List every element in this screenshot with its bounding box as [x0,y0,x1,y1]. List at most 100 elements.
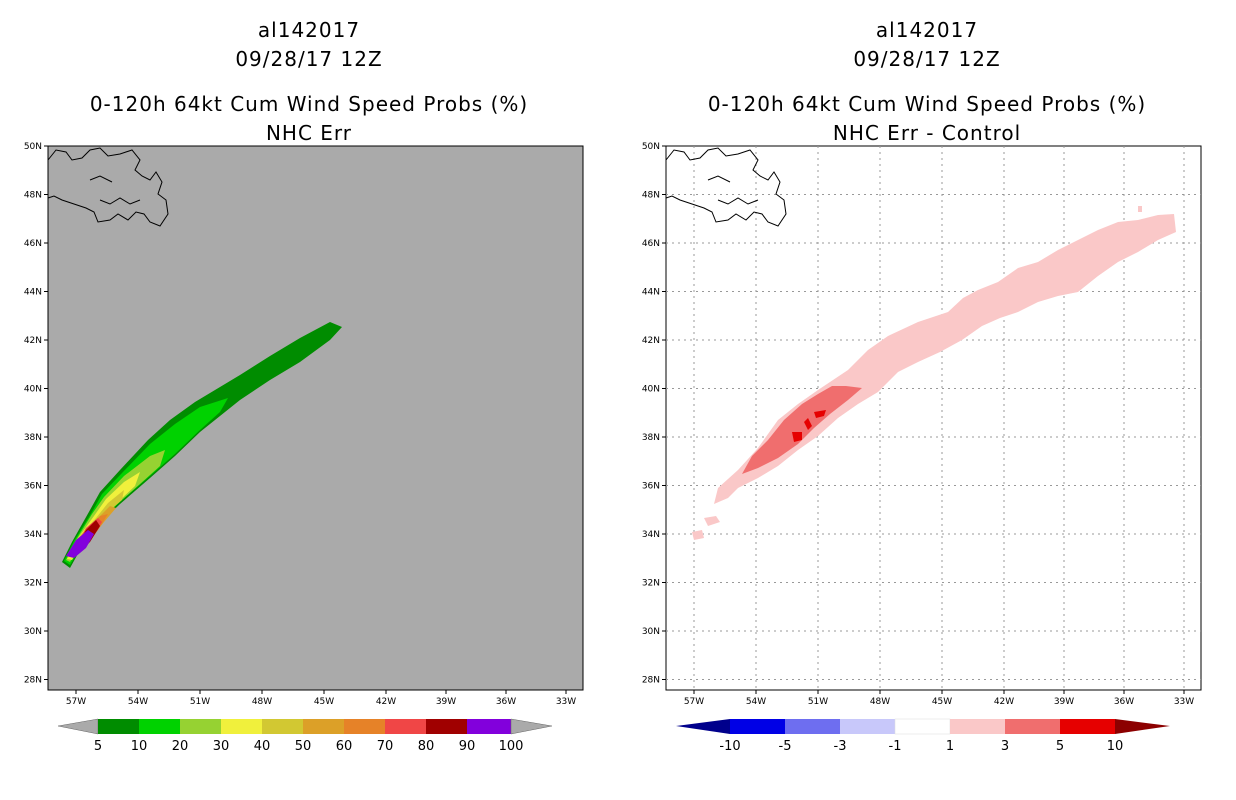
colorbar-box [467,719,511,734]
colorbar-label: 3 [1001,739,1009,754]
swath-90 [66,530,94,558]
right-storm-id: al142017 [875,18,979,42]
right-gridlines [666,146,1201,690]
colorbar-over-triangle [1115,719,1170,734]
colorbar-label: 50 [295,739,312,754]
colorbar-label: 80 [418,739,435,754]
coastline [47,147,169,227]
colorbar-box [385,719,426,734]
lon-label: 45W [314,697,334,707]
colorbar-label: 100 [499,739,524,754]
lon-label: 42W [376,697,396,707]
right-subtitle: NHC Err - Control [832,121,1022,145]
coastline-inner [89,175,141,205]
lat-label: 32N [642,579,660,589]
colorbar-box [303,719,344,734]
lon-label: 54W [128,697,148,707]
colorbar-box [221,719,262,734]
colorbar-box [1005,719,1060,734]
colorbar-label: 10 [131,739,148,754]
colorbar-box [730,719,785,734]
lat-label: 48N [642,191,660,201]
lat-label: 46N [24,239,42,249]
colorbar-label: 30 [213,739,230,754]
lon-label: 48W [252,697,272,707]
diff-3-5 [742,386,862,474]
colorbar-label: 10 [1107,739,1124,754]
colorbar-box [426,719,467,734]
right-map: 50N 48N 46N 44N 42N 40N 38N 36N 34N 32N … [642,142,1202,754]
colorbar-label: -10 [719,739,740,754]
left-datetime: 09/28/17 12Z [235,47,383,71]
lon-label: 51W [190,697,210,707]
lat-label: 48N [24,191,42,201]
lon-label: 42W [994,697,1014,707]
diff-1-3-dot [1138,206,1142,212]
right-product-title: 0-120h 64kt Cum Wind Speed Probs (%) [707,92,1147,116]
colorbar-label: 70 [377,739,394,754]
right-title-block: al142017 09/28/17 12Z 0-120h 64kt Cum Wi… [618,16,1236,148]
colorbar-label: 60 [336,739,353,754]
left-product-title: 0-120h 64kt Cum Wind Speed Probs (%) [89,92,529,116]
right-difference-swath [692,206,1176,540]
lat-label: 40N [24,385,42,395]
left-lat-axis: 50N 48N 46N 44N 42N 40N 38N 36N 34N 32N … [24,142,48,686]
swath-5 [62,322,342,568]
diff-1-3-dot [704,516,720,526]
lat-label: 50N [24,142,42,152]
diff-5-10 [814,410,826,418]
left-colorbar: 5 10 20 30 40 50 60 70 80 90 100 [57,718,553,754]
colorbar-box [840,719,895,734]
left-storm-id: al142017 [257,18,361,42]
lat-label: 50N [642,142,660,152]
lon-label: 48W [870,697,890,707]
diff-5-10 [792,432,802,442]
left-lon-axis: 57W 54W 51W 48W 45W 42W 39W 36W 33W [66,690,576,707]
left-map-background [47,145,584,691]
left-title-block: al142017 09/28/17 12Z 0-120h 64kt Cum Wi… [0,16,618,148]
coastline [665,147,787,227]
right-colorbar: -10 -5 -3 -1 1 3 5 10 [676,718,1170,754]
lon-label: 57W [684,697,704,707]
lat-label: 36N [24,482,42,492]
lat-label: 38N [642,433,660,443]
colorbar-label: 5 [94,739,102,754]
colorbar-box [894,718,951,735]
lat-label: 32N [24,579,42,589]
colorbar-label: -3 [834,739,847,754]
lat-label: 28N [642,676,660,686]
right-lat-axis: 50N 48N 46N 44N 42N 40N 38N 36N 34N 32N … [642,142,666,686]
colorbar-box [180,719,221,734]
colorbar-label: 90 [459,739,476,754]
colorbar-box [785,719,840,734]
diff-1-3 [714,214,1176,504]
lat-label: 46N [642,239,660,249]
lon-label: 33W [556,697,576,707]
lat-label: 42N [24,336,42,346]
right-lon-axis: 57W 54W 51W 48W 45W 42W 39W 36W 33W [684,690,1194,707]
diff-1-3-dot [692,530,704,540]
lat-label: 38N [24,433,42,443]
lat-label: 30N [642,627,660,637]
left-map: 50N 48N 46N 44N 42N 40N 38N 36N 34N 32N … [24,142,584,754]
lon-label: 54W [746,697,766,707]
lat-label: 28N [24,676,42,686]
colorbar-label: 20 [172,739,189,754]
colorbar-label: -5 [779,739,792,754]
coastline-inner [707,175,759,205]
colorbar-box [950,719,1005,734]
lon-label: 39W [1054,697,1074,707]
lat-label: 40N [642,385,660,395]
colorbar-label: 1 [946,739,954,754]
colorbar-under-triangle [57,718,99,735]
colorbar-box [98,719,139,734]
lon-label: 39W [436,697,456,707]
lat-label: 42N [642,336,660,346]
left-subtitle: NHC Err [265,121,353,145]
colorbar-box [262,719,303,734]
lon-label: 51W [808,697,828,707]
colorbar-box [344,719,385,734]
colorbar-label: -1 [889,739,902,754]
colorbar-over-triangle [510,718,553,735]
colorbar-label: 5 [1056,739,1064,754]
